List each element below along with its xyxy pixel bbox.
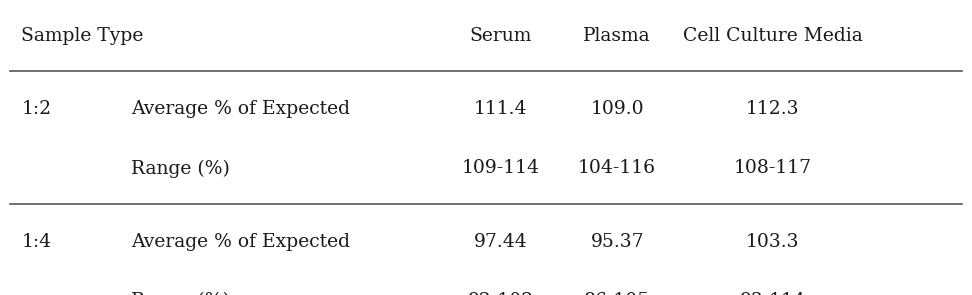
Text: 1:4: 1:4 bbox=[21, 233, 52, 251]
Text: Serum: Serum bbox=[469, 27, 532, 45]
Text: 109-114: 109-114 bbox=[462, 159, 539, 177]
Text: Sample Type: Sample Type bbox=[21, 27, 144, 45]
Text: Average % of Expected: Average % of Expected bbox=[131, 233, 350, 251]
Text: 109.0: 109.0 bbox=[590, 100, 644, 118]
Text: Average % of Expected: Average % of Expected bbox=[131, 100, 350, 118]
Text: 111.4: 111.4 bbox=[473, 100, 528, 118]
Text: Range (%): Range (%) bbox=[131, 159, 230, 178]
Text: Cell Culture Media: Cell Culture Media bbox=[683, 27, 862, 45]
Text: 103.3: 103.3 bbox=[746, 233, 800, 251]
Text: 112.3: 112.3 bbox=[746, 100, 800, 118]
Text: Range (%): Range (%) bbox=[131, 292, 230, 295]
Text: 92-102: 92-102 bbox=[468, 292, 534, 295]
Text: 1:2: 1:2 bbox=[21, 100, 52, 118]
Text: 97.44: 97.44 bbox=[473, 233, 528, 251]
Text: 104-116: 104-116 bbox=[578, 159, 656, 177]
Text: Plasma: Plasma bbox=[583, 27, 651, 45]
Text: 95.37: 95.37 bbox=[590, 233, 644, 251]
Text: 93-114: 93-114 bbox=[740, 292, 806, 295]
Text: 108-117: 108-117 bbox=[734, 159, 812, 177]
Text: 86-105: 86-105 bbox=[584, 292, 650, 295]
